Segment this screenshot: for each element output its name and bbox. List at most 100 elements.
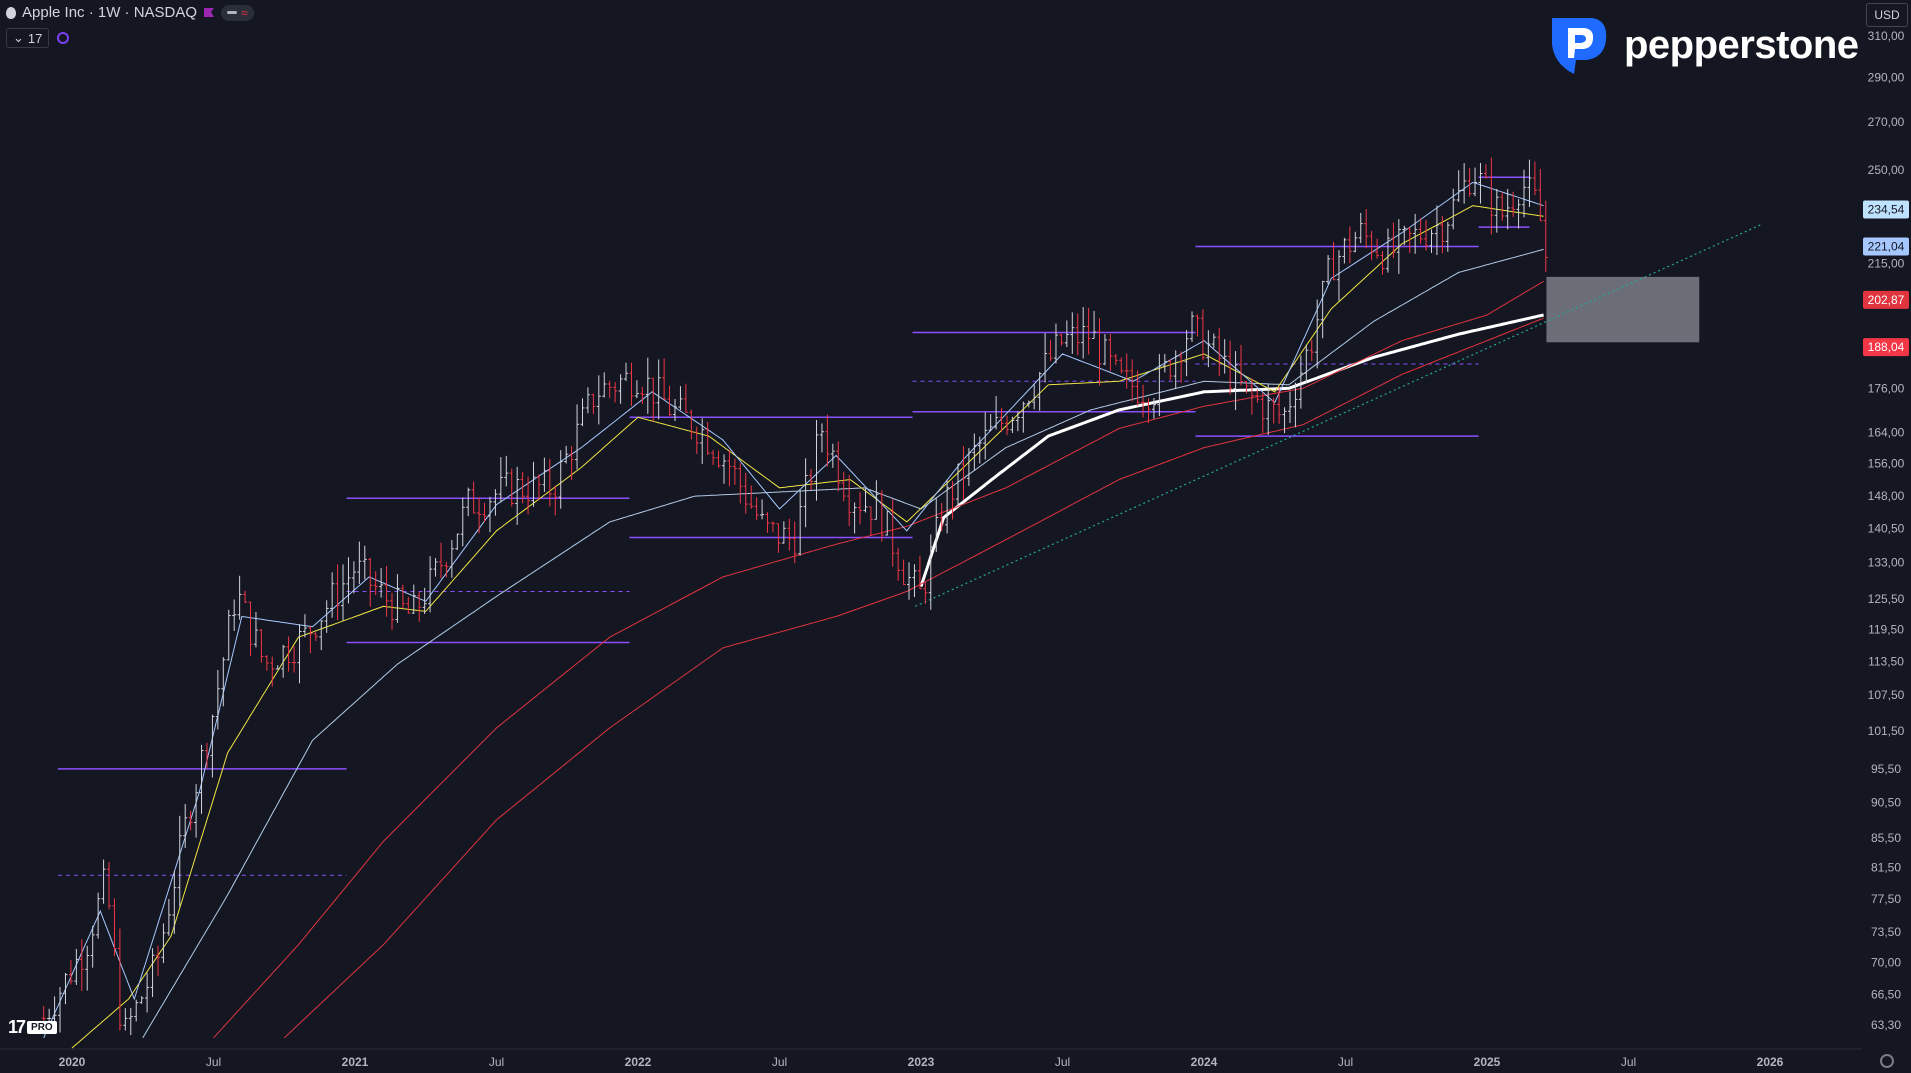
candle (645, 357, 650, 414)
currency-button[interactable]: USD (1866, 3, 1908, 27)
candle (1206, 330, 1211, 368)
candle (651, 377, 656, 422)
candle (749, 485, 754, 509)
candle (1249, 378, 1254, 415)
symbol-header[interactable]: Apple Inc · 1W · NASDAQ ≈ (6, 4, 254, 21)
candle (662, 358, 667, 400)
candle (1358, 212, 1363, 244)
indicator-count: 17 (27, 30, 43, 46)
candle (569, 446, 574, 480)
time-tick-label: 2025 (1474, 1055, 1501, 1069)
candle (852, 502, 857, 534)
candle (422, 587, 427, 615)
time-tick-label: Jul (1338, 1055, 1353, 1069)
candle (63, 972, 68, 1005)
ma-line (213, 280, 1544, 1039)
candle (526, 476, 531, 515)
candle (1059, 333, 1064, 346)
candle (188, 810, 193, 831)
candle (1413, 213, 1418, 254)
candle (390, 592, 395, 630)
time-tick-label: Jul (206, 1055, 221, 1069)
time-tick-label: 2026 (1757, 1055, 1784, 1069)
candle (41, 1006, 46, 1021)
candle (983, 412, 988, 460)
candle (68, 960, 73, 985)
candle (814, 420, 819, 501)
candle (1048, 339, 1053, 362)
candle (847, 475, 852, 527)
price-tick-label: 66,50 (1871, 987, 1901, 1001)
candle (1200, 309, 1205, 361)
candle (112, 898, 117, 957)
brand-name: pepperstone (1624, 22, 1859, 67)
price-tick-label: 85,50 (1871, 831, 1901, 845)
candle (1124, 353, 1129, 389)
candle (760, 499, 765, 520)
candle (874, 480, 879, 520)
candle (928, 534, 933, 610)
candle (199, 744, 204, 814)
candle (172, 871, 177, 934)
candle (145, 972, 150, 1013)
candle (297, 624, 302, 684)
candle (890, 499, 895, 567)
candle (183, 803, 188, 848)
candle (792, 521, 797, 564)
candle (330, 572, 335, 618)
indicators-collapse-button[interactable]: ⌄ 17 (6, 28, 50, 48)
candle (221, 657, 226, 707)
candle (482, 502, 487, 523)
candle (1092, 310, 1097, 340)
candle (1527, 159, 1532, 208)
candle (90, 925, 95, 968)
candle (292, 646, 297, 673)
candle (683, 383, 688, 413)
candle (438, 542, 443, 579)
candle (673, 399, 678, 422)
candle (1478, 162, 1483, 204)
candle (1239, 344, 1244, 386)
candle (1369, 230, 1374, 261)
candle (509, 468, 514, 507)
candle (1211, 333, 1216, 349)
gear-icon[interactable] (1880, 1054, 1894, 1068)
candle (1516, 199, 1521, 229)
candle (689, 409, 694, 440)
candle (602, 372, 607, 398)
indicator-toggle[interactable]: ≈ (221, 4, 254, 21)
candle (1342, 237, 1347, 264)
candle (705, 422, 710, 455)
candle (1326, 255, 1331, 285)
moving-averages (43, 181, 1544, 1049)
candle (150, 948, 155, 998)
price-label-bg (1863, 237, 1909, 256)
horizontal-levels (57, 176, 1530, 876)
candle (368, 557, 373, 607)
flag-icon[interactable] (203, 7, 215, 19)
candle (1190, 311, 1195, 342)
candle (1424, 220, 1429, 251)
candle (204, 742, 209, 769)
symbol-title: Apple Inc · 1W · NASDAQ (22, 4, 198, 21)
price-tick-label: 70,00 (1871, 955, 1901, 969)
candle (885, 510, 890, 536)
candle (1522, 169, 1527, 218)
candle (417, 591, 422, 622)
candle (128, 1007, 133, 1036)
price-label-bg (1863, 290, 1909, 309)
time-tick-label: 2024 (1191, 1055, 1218, 1069)
price-label: 188,04 (1868, 340, 1905, 354)
candle (493, 489, 498, 516)
candle (1141, 384, 1146, 418)
price-tick-label: 133,00 (1868, 556, 1905, 570)
candle (1260, 392, 1265, 433)
candle (161, 923, 166, 964)
candle (379, 568, 384, 598)
candle (1396, 219, 1401, 274)
candle (357, 541, 362, 585)
candle (117, 928, 122, 1031)
eye-icon[interactable] (57, 32, 70, 44)
candle (96, 892, 101, 939)
